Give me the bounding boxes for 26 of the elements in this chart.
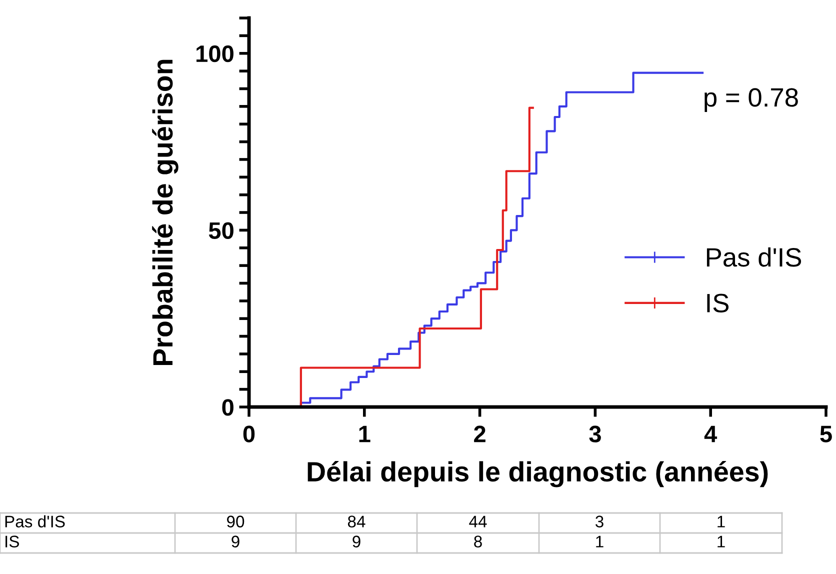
legend-label: IS — [707, 294, 729, 312]
x-tick-label: 2 — [474, 426, 486, 442]
y-tick-label: 50 — [208, 222, 234, 239]
text: 1 — [718, 536, 725, 548]
text: 90 — [227, 516, 244, 528]
text: IS — [6, 536, 19, 548]
text: 84 — [348, 516, 366, 528]
text: 8 — [474, 536, 482, 548]
text: 1 — [596, 536, 604, 548]
y-tick-label: 0 — [222, 399, 234, 416]
x-tick-label: 5 — [820, 426, 832, 442]
x-axis-title: Délai depuis le diagnostic (années) — [308, 460, 768, 488]
x-tick-label: 0 — [243, 426, 255, 442]
text: 9 — [352, 536, 360, 548]
x-tick-label: 1 — [359, 426, 370, 442]
text: 44 — [469, 516, 487, 528]
text: 9 — [232, 536, 240, 548]
y-axis-title: Probabilité de guérison — [152, 60, 178, 365]
x-tick-label: 4 — [704, 426, 718, 442]
text: 3 — [596, 516, 604, 528]
annotation: p = 0.78 — [704, 88, 798, 112]
x-tick-label: 3 — [589, 426, 601, 442]
text: Pas d'IS — [5, 515, 65, 528]
text: 1 — [718, 516, 725, 528]
legend-label: Pas d'IS — [706, 247, 802, 267]
y-tick-label: 100 — [196, 45, 234, 62]
